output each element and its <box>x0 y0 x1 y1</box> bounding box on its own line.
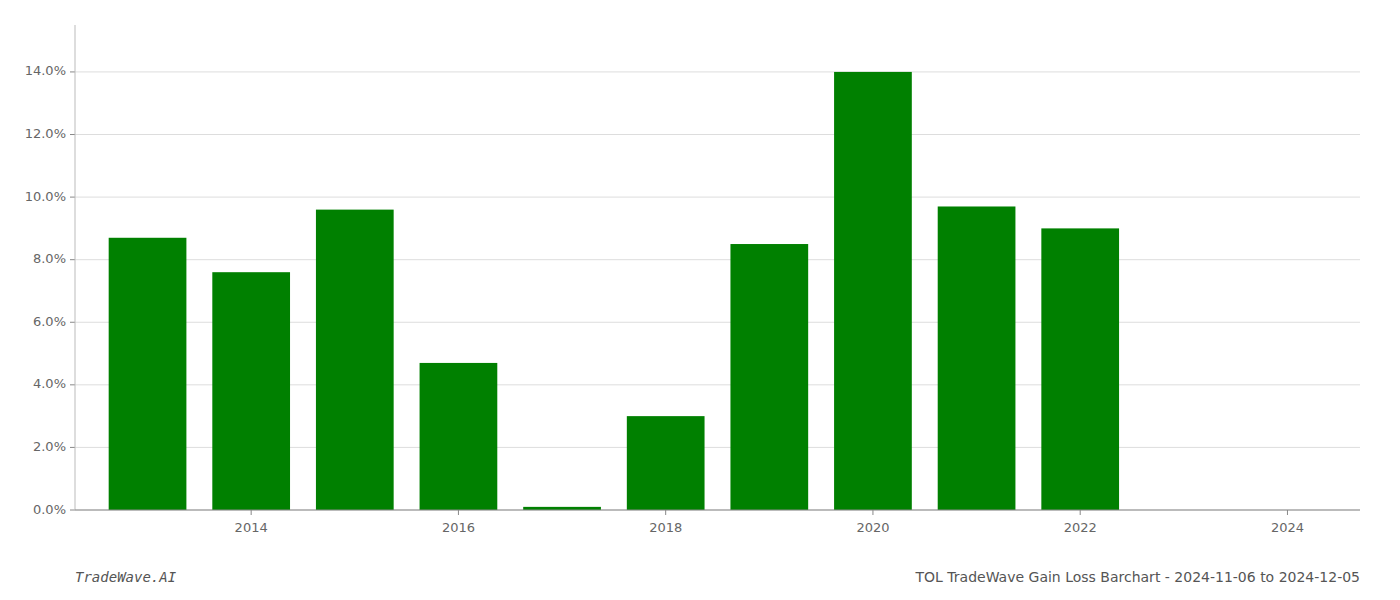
x-axis: 2014 2016 2018 2020 2022 2024 <box>75 510 1360 535</box>
y-tick-label: 2.0% <box>33 439 66 454</box>
title: TOL TradeWave Gain Loss Barchart - 2024-… <box>915 569 1360 585</box>
y-tick <box>70 71 75 72</box>
bar <box>316 210 394 510</box>
y-grid <box>75 72 1360 510</box>
grid-line <box>75 134 1360 135</box>
y-tick <box>70 134 75 135</box>
bar <box>938 206 1016 510</box>
y-tick-label: 0.0% <box>33 502 66 517</box>
y-axis-line <box>75 25 76 510</box>
bar <box>212 272 290 510</box>
bar <box>834 72 912 510</box>
x-tick-label: 2020 <box>856 520 889 535</box>
bar <box>420 363 498 510</box>
x-tick <box>872 510 873 515</box>
y-tick <box>70 322 75 323</box>
grid-line <box>75 71 1360 72</box>
y-tick-label: 14.0% <box>25 63 66 78</box>
y-tick <box>70 384 75 385</box>
y-tick <box>70 447 75 448</box>
x-tick <box>1080 510 1081 515</box>
x-tick-label: 2016 <box>442 520 475 535</box>
y-tick-label: 10.0% <box>25 189 66 204</box>
x-tick <box>251 510 252 515</box>
y-tick-label: 6.0% <box>33 314 66 329</box>
y-tick <box>70 197 75 198</box>
x-tick-label: 2018 <box>649 520 682 535</box>
grid-line <box>75 259 1360 260</box>
x-axis-line <box>75 510 1360 511</box>
watermark: TradeWave.AI <box>75 569 177 585</box>
bar <box>730 244 808 510</box>
x-tick <box>665 510 666 515</box>
x-tick-label: 2022 <box>1064 520 1097 535</box>
y-tick-label: 8.0% <box>33 251 66 266</box>
y-tick-label: 4.0% <box>33 376 66 391</box>
x-tick <box>1287 510 1288 515</box>
bars <box>109 72 1119 510</box>
y-tick-label: 12.0% <box>25 126 66 141</box>
x-tick <box>458 510 459 515</box>
y-axis: 0.0% 2.0% 4.0% 6.0% 8.0% 10.0% 12.0% 14.0% <box>25 25 75 517</box>
grid-line <box>75 510 1360 511</box>
bar <box>109 238 187 510</box>
grid-line <box>75 197 1360 198</box>
y-tick <box>70 259 75 260</box>
y-tick <box>70 510 75 511</box>
chart: 0.0%2.0%4.0%6.0%8.0%10.0%12.0%14.0%20142… <box>0 0 1400 600</box>
x-tick-label: 2014 <box>235 520 268 535</box>
bar <box>1041 228 1119 510</box>
x-tick-label: 2024 <box>1271 520 1304 535</box>
bar <box>627 416 705 510</box>
chart-container: 0.0%2.0%4.0%6.0%8.0%10.0%12.0%14.0%20142… <box>0 0 1400 600</box>
